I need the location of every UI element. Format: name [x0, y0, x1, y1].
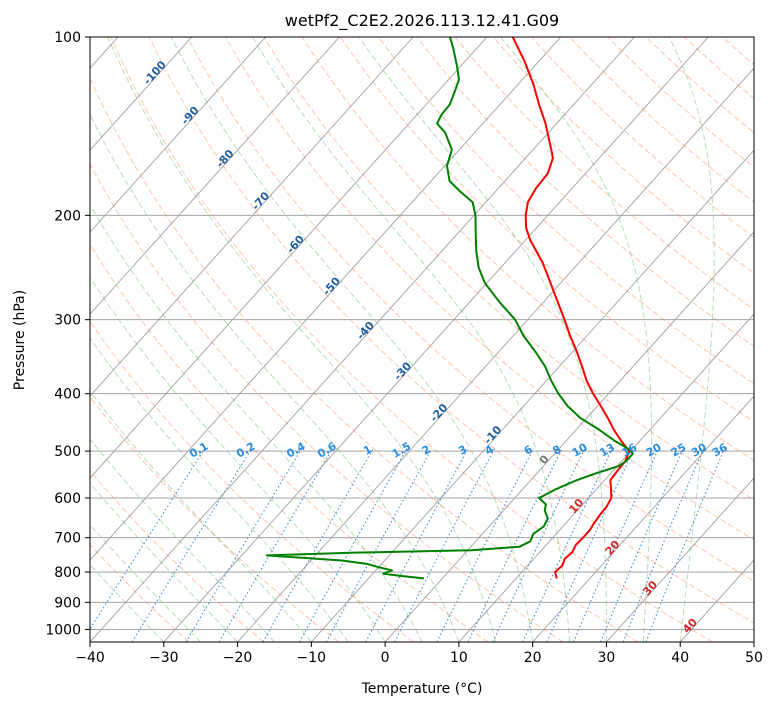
x-tick-label: −10 [297, 650, 327, 666]
moist-adiabat-line [107, 37, 497, 642]
dry-adiabat-line [378, 37, 754, 385]
moist-adiabat-line [90, 203, 423, 642]
mixing-ratio-line [522, 448, 613, 642]
y-tick-label: 800 [54, 565, 81, 581]
dry-adiabat-line [90, 470, 265, 642]
isotherm-line [384, 231, 754, 642]
plot-area: -100-90-80-70-60-50-40-30-20-10010203040… [90, 37, 754, 642]
isotherm-line [310, 149, 754, 642]
moist-adiabat-line [90, 482, 238, 642]
mixing-ratio-line [131, 448, 253, 642]
moist-adiabat-line [358, 37, 607, 642]
moist-adiabat-line [668, 37, 715, 642]
dry-adiabat-line [225, 37, 754, 541]
isotherm-line [90, 37, 193, 151]
sounding-series [265, 37, 634, 580]
isotherm-line [90, 37, 488, 479]
mixing-ratio-line [394, 448, 496, 642]
y-tick-label: 600 [54, 491, 81, 507]
y-tick-label: 900 [54, 595, 81, 611]
x-tick-label: −30 [149, 650, 179, 666]
dry-adiabat-line [148, 37, 754, 624]
isotherms [90, 37, 754, 642]
dry-adiabat-line [90, 243, 489, 642]
isotherm-line [163, 37, 709, 642]
x-axis-label: Temperature (°C) [361, 681, 483, 697]
isotherm-line [90, 37, 635, 642]
y-axis-label: Pressure (hPa) [12, 290, 28, 390]
y-tick-label: 300 [54, 313, 81, 329]
x-axis: −40 −30 −20 −10 0 10 20 30 40 50 [75, 642, 763, 666]
y-axis: 100 200 300 400 500 600 700 800 900 1000 [45, 30, 90, 638]
dry-adiabat-line [110, 37, 713, 642]
moist-adiabat-line [90, 563, 165, 642]
isobars [90, 37, 754, 630]
x-tick-label: 20 [524, 650, 542, 666]
chart-title: wetPf2_C2E2.2026.113.12.41.G09 [285, 11, 559, 31]
mixing-ratio-line [600, 448, 684, 642]
dry-adiabat-line [90, 76, 639, 642]
x-tick-label: 40 [671, 650, 689, 666]
isotherm-line [458, 313, 754, 642]
x-tick-label: 50 [745, 650, 763, 666]
dewpoint-line [265, 37, 634, 580]
temperature-line [511, 37, 631, 579]
axes-frame [89, 36, 755, 643]
moist-adiabat-line [90, 523, 202, 642]
dry-adiabat-line [416, 37, 754, 347]
isotherm-line [606, 477, 754, 642]
mixing-ratio-line [365, 448, 469, 642]
y-tick-label: 1000 [45, 622, 81, 638]
isotherm-line [90, 37, 414, 397]
y-tick-label: 500 [54, 444, 81, 460]
x-tick-label: 30 [598, 650, 616, 666]
y-tick-label: 200 [54, 208, 81, 224]
isotherm-line [90, 37, 340, 315]
mixing-ratio-line [90, 448, 206, 630]
moist-adiabat-line [90, 438, 275, 642]
moist-adiabat-line [500, 37, 653, 642]
dry-adiabat-line [263, 37, 754, 501]
isotherm-line [90, 37, 266, 233]
dry-adiabat-line [301, 37, 754, 461]
y-tick-label: 400 [54, 387, 81, 403]
dry-adiabat-line [90, 162, 564, 642]
mixing-ratio-line [622, 448, 705, 642]
x-tick-label: −20 [223, 650, 253, 666]
mixing-ratio-line [218, 448, 334, 642]
mixing-ratio-line [492, 448, 586, 642]
x-tick-label: 10 [450, 650, 468, 666]
x-tick-label: −40 [75, 650, 105, 666]
x-tick-label: 0 [381, 650, 390, 666]
isotherm-line [237, 67, 754, 642]
moist-adiabat-line [90, 276, 386, 642]
y-tick-label: 700 [54, 531, 81, 547]
isotherm-line [532, 395, 754, 642]
moist-adiabat-line [252, 37, 571, 642]
dry-adiabats [90, 37, 754, 642]
dry-adiabat-line [187, 37, 754, 582]
y-tick-label: 100 [54, 30, 81, 46]
isotherm-line [90, 37, 562, 561]
